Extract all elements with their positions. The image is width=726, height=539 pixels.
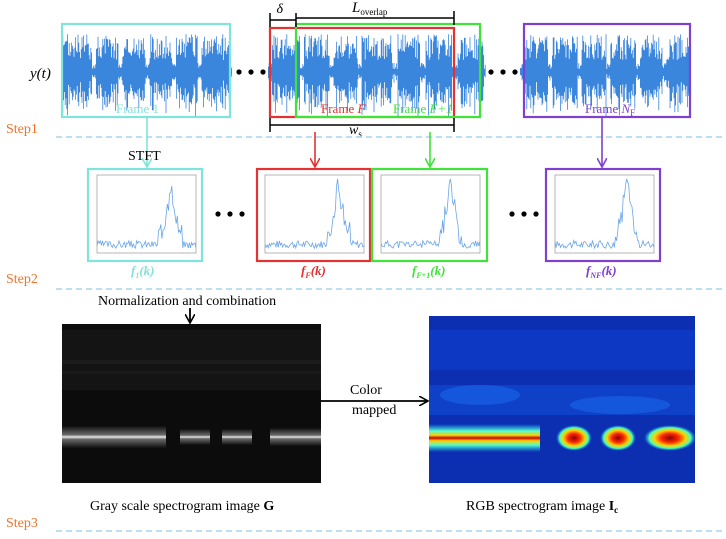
color-map-label-line2: mapped [352,403,396,418]
frame-N-box [522,22,692,119]
spectrum-axes [96,174,197,254]
spectrum-fF-label: fF(k) [301,263,326,280]
spectrum-trace [380,178,481,249]
spectrum-fN-label: fNF(k) [586,263,617,280]
spectrum-trace [96,185,197,250]
gray-spectrogram-image [62,324,321,483]
stft-label: STFT [128,149,161,164]
step2-label: Step2 [6,272,38,287]
spectrum-f1-label: f1(k) [131,263,155,280]
spectrum-trace [554,178,655,250]
spectrum-axes [380,174,481,254]
gray-caption: Gray scale spectrogram image G [90,499,274,514]
step3-label: Step3 [6,516,38,531]
spectrum-f1 [86,167,204,263]
overlap-label: Loverlap [351,0,388,17]
spectra-ellipsis-left [215,211,245,217]
color-map-label-line1: Color [350,383,382,398]
normalization-label: Normalization and combination [98,294,276,309]
spectrum-fF1 [370,167,489,263]
spectrum-axes [264,174,365,254]
frame-F1-label: Frame F+1 [393,101,453,116]
frame-F-label: Frame F [321,101,366,116]
spectrum-fN [544,167,662,263]
frame-N-label: Frame NF [585,101,635,118]
spectrum-fF [255,167,372,263]
spectrum-fF1-label: fF+1(k) [412,263,445,280]
waveform-ellipsis-left [236,69,266,75]
delta-label: δ [276,2,283,17]
rgb-caption: RGB spectrogram image Ic [466,499,618,515]
frame-1-box [60,22,232,119]
frame-1-label: Frame 1 [116,101,159,116]
spectrum-trace [264,178,365,250]
frame-F1-box [294,22,482,119]
waveform-ellipsis-right [488,69,518,75]
signal-label: y(t) [28,66,51,82]
spectrum-axes [554,174,655,254]
rgb-spectrogram-image [429,316,696,483]
spectra-ellipsis-right [509,211,539,217]
step1-label: Step1 [6,122,38,137]
ws-label: ws [349,123,362,139]
